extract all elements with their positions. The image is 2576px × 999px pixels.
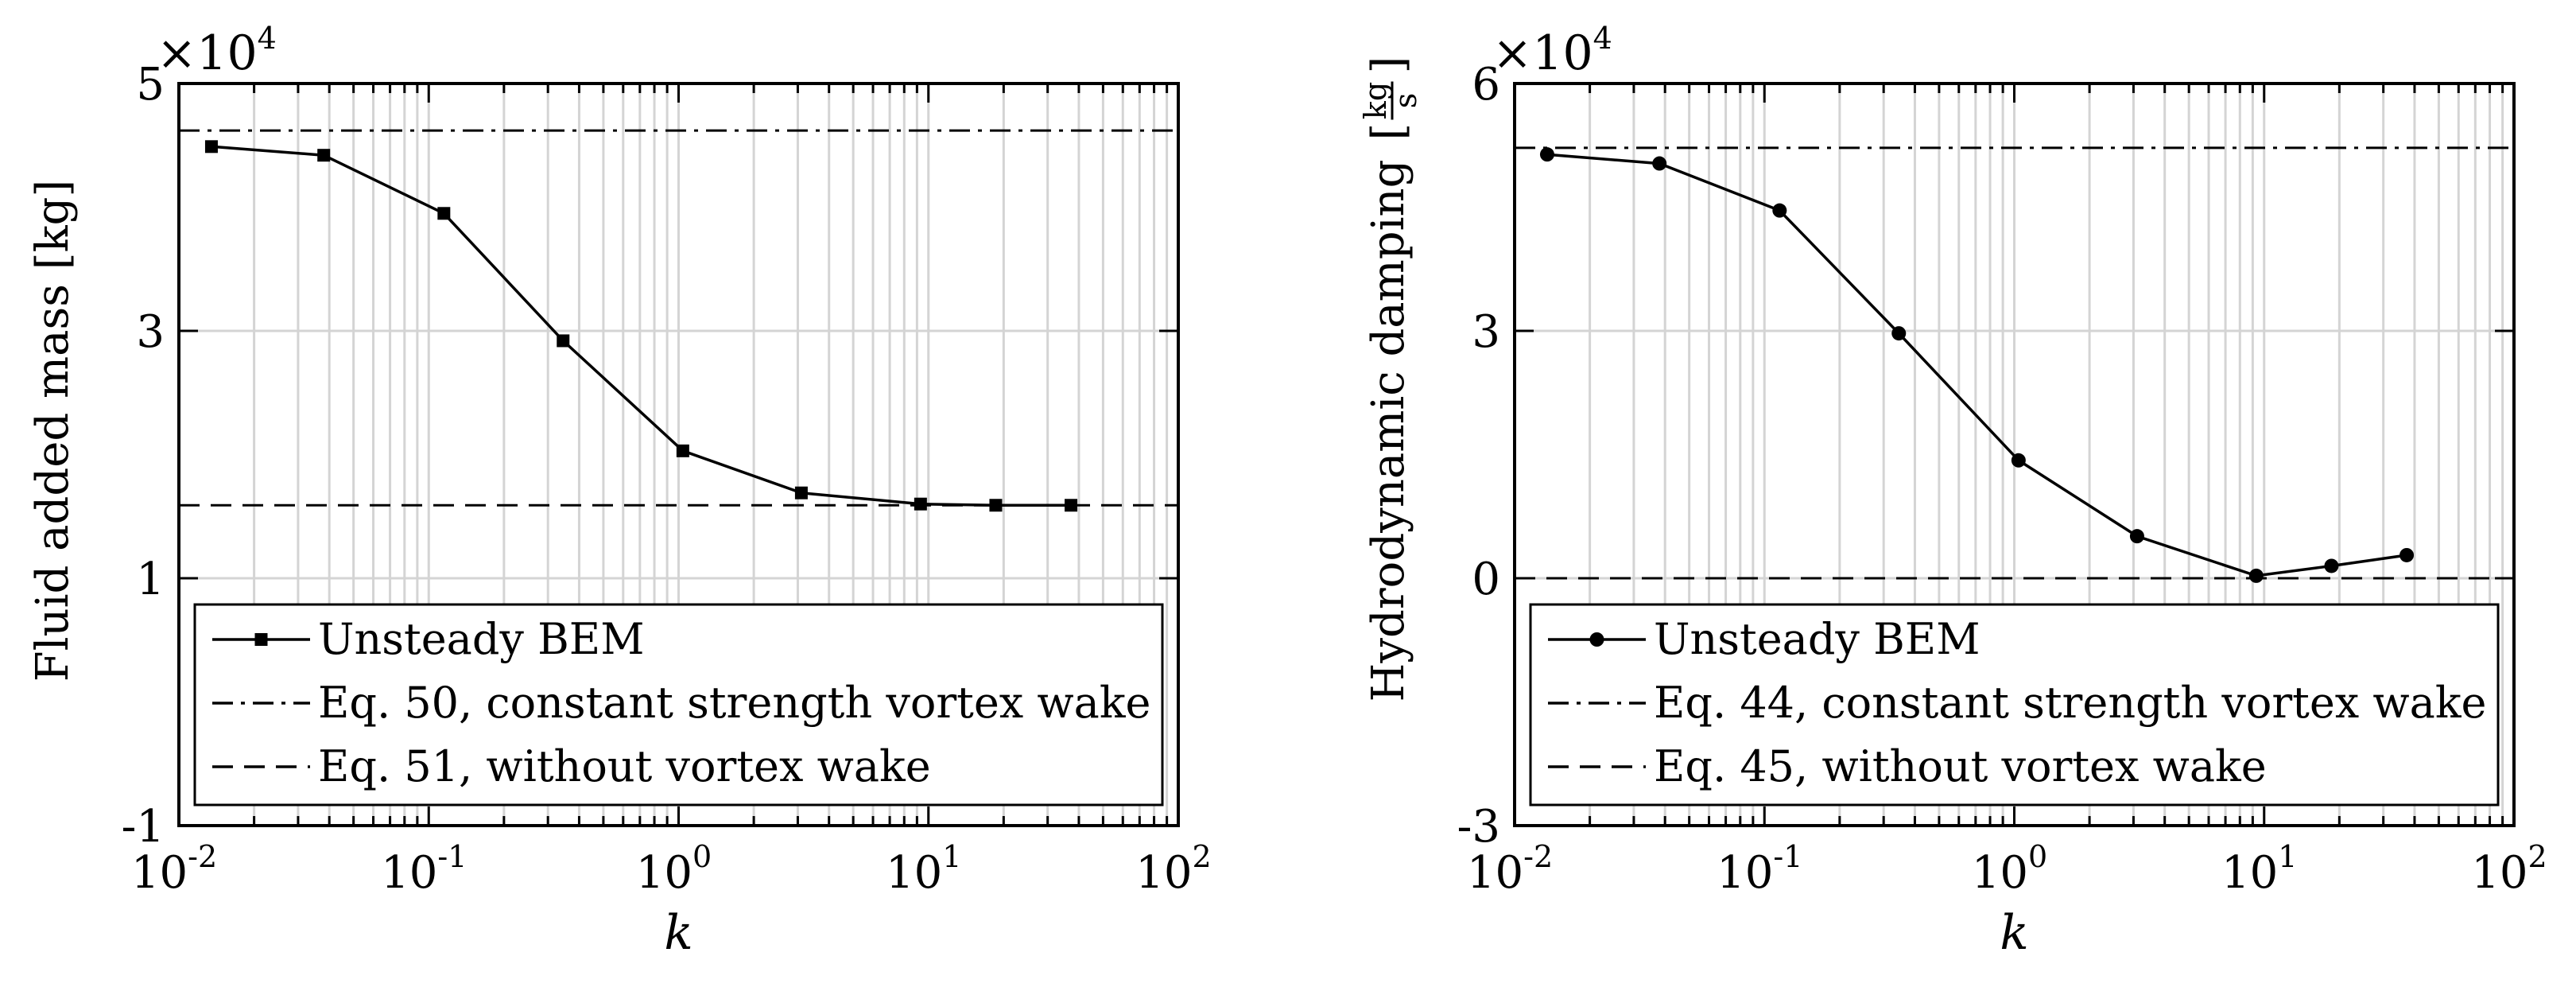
data-point — [2129, 529, 2144, 544]
y-tick-label: -1 — [121, 801, 165, 853]
x-tick-exp: -1 — [437, 839, 467, 874]
x-tick-base: 10 — [636, 847, 692, 899]
tick-marks — [177, 82, 1180, 827]
x-tick-label: 10-2 — [131, 839, 217, 899]
x-tick-exp: 2 — [1193, 839, 1212, 874]
x-tick-label: 100 — [1972, 839, 2047, 899]
legend-label: Eq. 44, constant strength vortex wake — [1654, 678, 2487, 728]
x-tick-base: 10 — [2221, 847, 2278, 899]
data-point — [204, 140, 218, 154]
unit-numerator: kg — [1358, 82, 1393, 119]
y-axis-label: Fluid added mass [kg] — [27, 180, 79, 682]
y-tick-label: 5 — [136, 59, 165, 111]
x-tick-exp: 0 — [2028, 839, 2047, 874]
x-tick-base: 10 — [1717, 847, 1773, 899]
multiplier-base: ×10 — [157, 25, 258, 81]
x-tick-exp: -2 — [1523, 839, 1553, 874]
x-tick-label: 102 — [1135, 839, 1211, 899]
legend-label: Eq. 45, without vortex wake — [1654, 741, 2267, 791]
data-point — [676, 444, 689, 457]
legend-item: Unsteady BEM — [1548, 614, 1980, 664]
x-tick-label: 10-1 — [1717, 839, 1802, 899]
axis-multiplier: ×104 — [1492, 21, 1612, 81]
legend: Unsteady BEM Eq. 44, constant strength vo… — [1529, 603, 2500, 807]
x-tick-base: 10 — [131, 847, 188, 899]
data-point — [989, 499, 1003, 512]
unit-bracket-left: [ — [1363, 123, 1414, 141]
data-point — [2399, 547, 2415, 562]
data-point — [437, 207, 451, 220]
multiplier-exp: 4 — [258, 21, 277, 56]
legend-label: Eq. 51, without vortex wake — [318, 741, 931, 791]
x-tick-label: 100 — [636, 839, 712, 899]
data-point — [557, 334, 570, 348]
tick-marks — [1513, 82, 2516, 827]
x-tick-base: 10 — [886, 847, 942, 899]
x-tick-base: 10 — [1972, 847, 2028, 899]
x-tick-exp: 1 — [2278, 839, 2297, 874]
legend-marker — [1589, 632, 1604, 647]
x-tick-base: 10 — [2471, 847, 2528, 899]
x-axis-label: k — [664, 905, 692, 961]
x-tick-label: 101 — [886, 839, 961, 899]
x-tick-label: 10-1 — [381, 839, 467, 899]
series-line-unsteady-bem — [1546, 153, 2407, 577]
x-tick-label: 101 — [2221, 839, 2297, 899]
x-tick-base: 10 — [1467, 847, 1523, 899]
x-tick-label: 102 — [2471, 839, 2547, 899]
unit-bracket-right: ] — [1363, 56, 1414, 74]
data-point — [2011, 453, 2026, 468]
data-point — [1772, 203, 1787, 218]
y-tick-label: 0 — [1472, 554, 1500, 605]
y-tick-label: 3 — [1472, 306, 1500, 358]
legend-item: Unsteady BEM — [212, 614, 644, 664]
data-point — [1891, 326, 1907, 341]
legend: Unsteady BEM Eq. 50, constant strength vo… — [193, 603, 1164, 807]
x-tick-exp: -2 — [188, 839, 217, 874]
legend-item: Eq. 45, without vortex wake — [1548, 741, 2267, 791]
data-point — [317, 149, 331, 162]
y-tick-label: -3 — [1457, 801, 1500, 853]
data-point — [1652, 156, 1667, 171]
legend-box — [193, 603, 1164, 807]
y-tick-label: 1 — [136, 554, 165, 605]
data-point — [2324, 558, 2339, 573]
legend-item: Eq. 51, without vortex wake — [212, 741, 931, 791]
x-tick-exp: -1 — [1773, 839, 1802, 874]
y-tick-label: 6 — [1472, 59, 1500, 111]
series-line-unsteady-bem — [211, 145, 1071, 507]
y-axis-label: Hydrodynamic damping — [1363, 160, 1414, 702]
legend-box — [1529, 603, 2500, 807]
x-tick-exp: 2 — [2528, 839, 2547, 874]
data-point — [914, 497, 927, 511]
x-tick-label: 10-2 — [1467, 839, 1553, 899]
x-tick-base: 10 — [381, 847, 437, 899]
x-axis-label: k — [2000, 905, 2028, 961]
data-point — [2248, 568, 2264, 583]
multiplier-exp: 4 — [1593, 21, 1612, 56]
legend-item: Eq. 50, constant strength vortex wake — [212, 678, 1151, 728]
x-tick-exp: 1 — [942, 839, 961, 874]
unit-denominator: s — [1388, 93, 1423, 109]
legend-label: Unsteady BEM — [318, 614, 644, 664]
x-tick-base: 10 — [1135, 847, 1192, 899]
x-tick-exp: 0 — [692, 839, 712, 874]
data-point — [794, 486, 808, 500]
multiplier-base: ×10 — [1492, 25, 1593, 81]
data-point — [1539, 147, 1554, 162]
legend-label: Unsteady BEM — [1654, 614, 1980, 664]
y-tick-label: 3 — [136, 306, 165, 358]
legend-marker — [254, 633, 268, 646]
legend-label: Eq. 50, constant strength vortex wake — [318, 678, 1151, 728]
axis-multiplier: ×104 — [157, 21, 277, 81]
y-axis-unit: [ kgs] — [1358, 56, 1423, 141]
legend-item: Eq. 44, constant strength vortex wake — [1548, 678, 2487, 728]
